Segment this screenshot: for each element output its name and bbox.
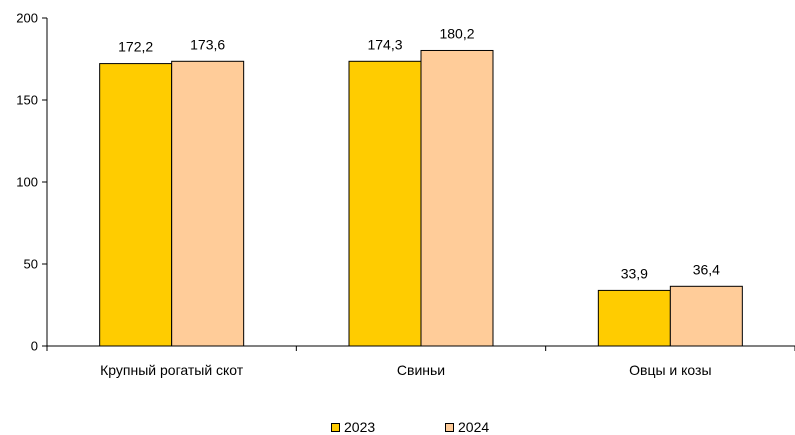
category-label: Крупный рогатый скот xyxy=(100,362,244,378)
bar-2024-0 xyxy=(171,60,245,347)
bar-2023-2 xyxy=(597,289,671,347)
legend-label-2024: 2024 xyxy=(458,419,490,435)
y-tick-label: 150 xyxy=(16,93,38,108)
legend: 2023 2024 xyxy=(0,419,795,435)
data-label-2023-2: 33,9 xyxy=(621,265,648,281)
y-tick-label: 100 xyxy=(16,175,38,190)
y-tick-label: 200 xyxy=(16,11,38,26)
bar-2023-1 xyxy=(348,60,422,347)
legend-swatch-2024 xyxy=(445,422,454,432)
bar-2023-0 xyxy=(99,63,173,347)
legend-item-2024: 2024 xyxy=(445,419,489,435)
data-label-2024-2: 36,4 xyxy=(693,261,720,277)
category-label: Свиньи xyxy=(397,362,445,378)
y-tick-label: 0 xyxy=(31,339,38,354)
bar-2024-1 xyxy=(420,49,494,347)
data-label-2024-0: 173,6 xyxy=(190,36,225,52)
data-label-2023-0: 172,2 xyxy=(118,39,153,55)
bar-2024-2 xyxy=(669,285,743,347)
legend-item-2023: 2023 xyxy=(331,419,375,435)
data-label-2024-1: 180,2 xyxy=(439,25,474,41)
legend-swatch-2023 xyxy=(331,422,340,432)
category-label: Овцы и козы xyxy=(629,362,711,378)
data-label-2023-1: 174,3 xyxy=(367,36,402,52)
bar-chart: 0 50 100 150 200 172,2 173,6 Крупный рогатый ск… xyxy=(16,11,795,378)
legend-label-2023: 2023 xyxy=(344,419,376,435)
y-tick-label: 50 xyxy=(24,257,38,272)
